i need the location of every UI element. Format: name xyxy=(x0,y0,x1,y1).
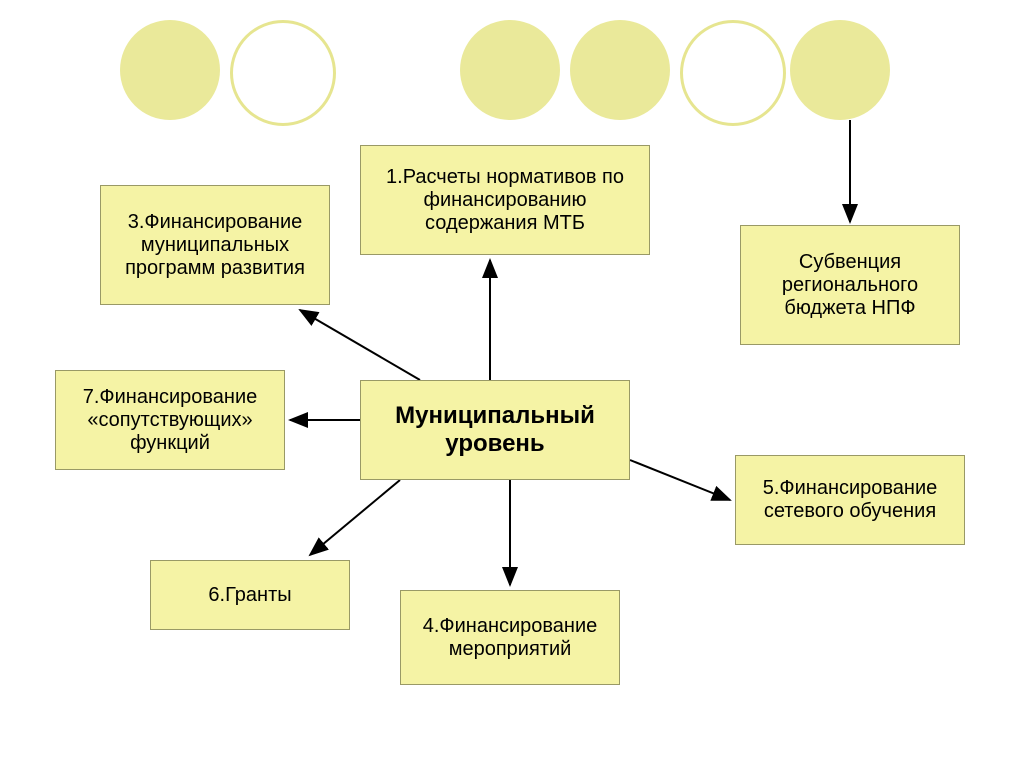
box-n1: 1.Расчеты нормативов по финансированию с… xyxy=(360,145,650,255)
decorative-circle-0 xyxy=(120,20,220,120)
box-center: Муниципальный уровень xyxy=(360,380,630,480)
box-n3: 3.Финансирование муниципальных программ … xyxy=(100,185,330,305)
decorative-circle-1 xyxy=(230,20,336,126)
arrow-5 xyxy=(630,460,730,500)
box-n5: 5.Финансирование сетевого обучения xyxy=(735,455,965,545)
box-n6: 6.Гранты xyxy=(150,560,350,630)
arrow-1 xyxy=(300,310,420,380)
decorative-circle-4 xyxy=(680,20,786,126)
box-n4: 4.Финансирование мероприятий xyxy=(400,590,620,685)
decorative-circle-3 xyxy=(570,20,670,120)
decorative-circle-5 xyxy=(790,20,890,120)
arrow-3 xyxy=(310,480,400,555)
box-sub: Субвенция регионального бюджета НПФ xyxy=(740,225,960,345)
decorative-circle-2 xyxy=(460,20,560,120)
box-n7: 7.Финансирование «сопутствующих» функций xyxy=(55,370,285,470)
